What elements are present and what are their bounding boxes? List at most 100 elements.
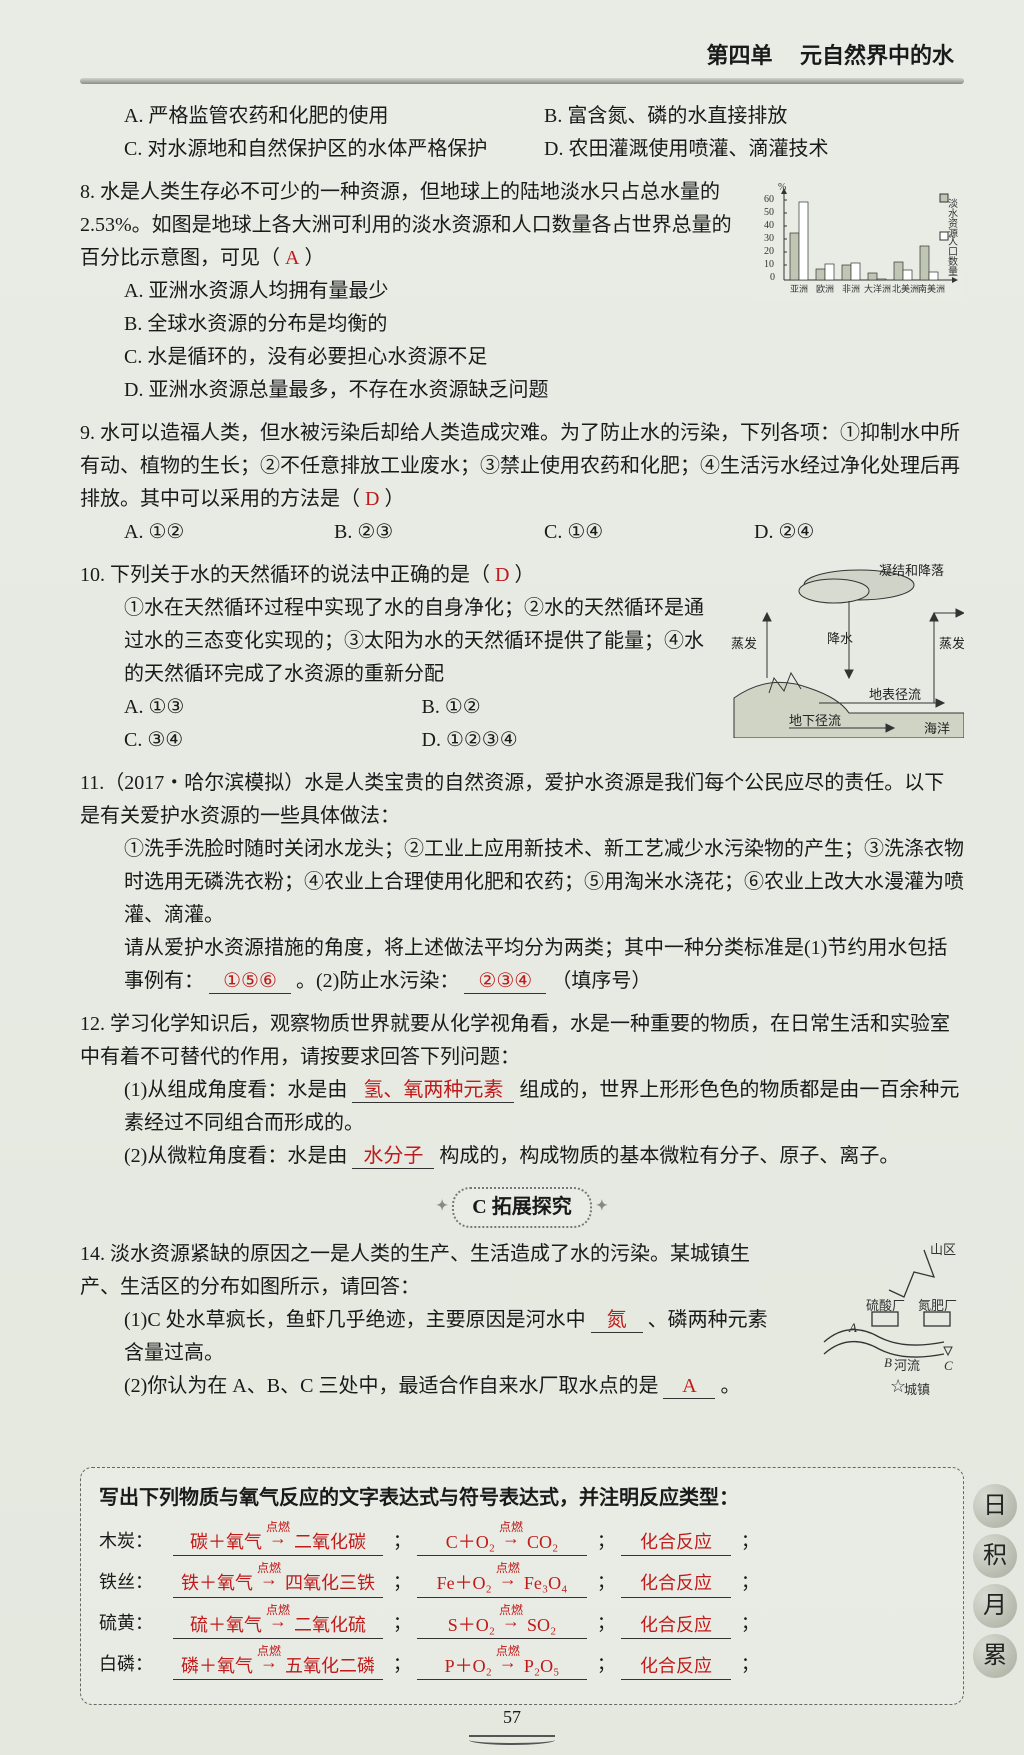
q8-opt-d: D. 亚洲水资源总量最多，不存在水资源缺乏问题: [80, 374, 964, 407]
svg-text:地下径流: 地下径流: [789, 713, 841, 728]
q14: 山区 硫酸厂 氮肥厂 A B 河流 C 城镇 ☆ 14. 淡水资源紧缺的原因之一…: [80, 1238, 964, 1419]
svg-text:凝结和降落: 凝结和降落: [879, 563, 944, 578]
q12-stem: 12. 学习化学知识后，观察物质世界就要从化学视角看，水是一种重要的物质，在日常…: [80, 1008, 964, 1074]
q14-blank2: A: [663, 1374, 715, 1399]
circ-1: 日: [973, 1484, 1017, 1528]
section-c-badge: C 拓展探究: [452, 1187, 591, 1228]
svg-text:B: B: [884, 1355, 892, 1370]
accum-row: 硫黄：硫＋氧气点燃二氧化硫；S＋O₂点燃SO₂；化合反应；: [99, 1604, 945, 1639]
q11-stem: 11.（2017・哈尔滨模拟）水是人类宝贵的自然资源，爱护水资源是我们每个公民应…: [80, 767, 964, 833]
q14-map: 山区 硫酸厂 氮肥厂 A B 河流 C 城镇 ☆: [794, 1242, 964, 1413]
accum-rows: 木炭：碳＋氧气点燃二氧化碳；C＋O₂点燃CO₂；化合反应；铁丝：铁＋氧气点燃四氧…: [99, 1521, 945, 1680]
bar-chart-svg: % 60 50 40 30 20 10 0: [754, 180, 964, 300]
q9-opt-d: D. ②④: [754, 516, 964, 549]
svg-text:南美洲: 南美洲: [918, 283, 945, 294]
q7-opt-b: B. 富含氮、磷的水直接排放: [544, 100, 964, 133]
svg-text:C: C: [944, 1358, 953, 1373]
q11: 11.（2017・哈尔滨模拟）水是人类宝贵的自然资源，爱护水资源是我们每个公民应…: [80, 767, 964, 998]
q14-blank1: 氮: [591, 1308, 643, 1333]
q8-opt-b: B. 全球水资源的分布是均衡的: [80, 308, 964, 341]
q10-opt-c: C. ③④: [124, 724, 422, 757]
svg-text:0: 0: [770, 272, 775, 283]
circ-4: 累: [973, 1634, 1017, 1678]
bars-asia: [790, 202, 808, 280]
svg-text:30: 30: [764, 233, 774, 244]
q7-opt-c: C. 对水源地和自然保护区的水体严格保护: [124, 133, 544, 166]
q12-blank1: 氢、氧两种元素: [352, 1078, 514, 1103]
q8-stem-tail: ）: [304, 247, 324, 269]
svg-text:蒸发: 蒸发: [939, 636, 964, 651]
svg-text:山区: 山区: [930, 1242, 956, 1257]
q7-options: A. 严格监管农药和化肥的使用 B. 富含氮、磷的水直接排放 C. 对水源地和自…: [80, 100, 964, 166]
svg-text:蒸发: 蒸发: [731, 636, 757, 651]
svg-text:氮肥厂: 氮肥厂: [918, 1298, 957, 1313]
svg-text:50: 50: [764, 207, 774, 218]
svg-text:欧洲: 欧洲: [816, 283, 834, 294]
svg-text:河流: 河流: [894, 1358, 920, 1373]
unit-header: 第四单 元自然界中的水: [80, 38, 964, 74]
q7-opt-a: A. 严格监管农药和化肥的使用: [124, 100, 544, 133]
q9-answer: D: [365, 488, 379, 510]
bars-sam: [920, 246, 938, 280]
q9-opt-c: C. ①④: [544, 516, 754, 549]
q11-ask: 请从爱护水资源措施的角度，将上述做法平均分为两类；其中一种分类标准是(1)节约用…: [80, 932, 964, 998]
accumulation-box: 日 积 月 累 写出下列物质与氧气反应的文字表达式与符号表达式，并注明反应类型：…: [80, 1467, 964, 1705]
bars-eur: [816, 264, 834, 280]
q8-stem: 8. 水是人类生存必不可少的一种资源，但地球上的陆地淡水只占总水量的 2.53%…: [80, 181, 732, 269]
svg-text:A: A: [848, 1320, 857, 1335]
svg-text:40: 40: [764, 220, 774, 231]
q9: 9. 水可以造福人类，但水被污染后却给人类造成灾难。为了防止水的污染，下列各项：…: [80, 417, 964, 549]
svg-text:60: 60: [764, 194, 774, 205]
unit-prefix: 第四单: [706, 43, 772, 68]
q8-answer: A: [285, 247, 299, 269]
svg-text:北美洲: 北美洲: [892, 283, 919, 294]
q10-answer: D: [495, 564, 509, 586]
q9-stem-tail: ）: [384, 488, 404, 510]
q9-options: A. ①② B. ②③ C. ①④ D. ②④: [80, 516, 964, 549]
svg-text:☆: ☆: [890, 1376, 906, 1396]
svg-text:城镇: 城镇: [904, 1382, 930, 1397]
q12-p2: (2)从微粒角度看：水是由 水分子 构成的，构成物质的基本微粒有分子、原子、离子…: [80, 1140, 964, 1173]
svg-text:亚洲: 亚洲: [790, 284, 808, 294]
circ-2: 积: [973, 1534, 1017, 1578]
q10-opt-a: A. ①③: [124, 691, 422, 724]
header-rule: [80, 78, 964, 84]
bars-nam: [894, 262, 912, 280]
q12-p1: (1)从组成角度看：水是由 氢、氧两种元素 组成的，世界上形形色色的物质都是由一…: [80, 1074, 964, 1140]
accum-row: 木炭：碳＋氧气点燃二氧化碳；C＋O₂点燃CO₂；化合反应；: [99, 1521, 945, 1556]
accum-title: 写出下列物质与氧气反应的文字表达式与符号表达式，并注明反应类型：: [99, 1482, 945, 1515]
unit-title: 元自然界中的水: [800, 43, 954, 68]
svg-text:大洋洲: 大洋洲: [864, 283, 891, 294]
q9-stem: 9. 水可以造福人类，但水被污染后却给人类造成灾难。为了防止水的污染，下列各项：…: [80, 422, 960, 510]
svg-text:海洋: 海洋: [924, 721, 950, 736]
q10-stem-tail: ）: [514, 564, 534, 586]
q12: 12. 学习化学知识后，观察物质世界就要从化学视角看，水是一种重要的物质，在日常…: [80, 1008, 964, 1173]
svg-text:人口数量: 人口数量: [946, 236, 958, 276]
section-c-title: C 拓展探究: [80, 1187, 964, 1228]
water-cycle-figure: 凝结和降落 蒸发 降水 蒸发 地表径流 地下径流 海洋: [729, 563, 964, 749]
q8-opt-c: C. 水是循环的，没有必要担心水资源不足: [80, 341, 964, 374]
svg-text:10: 10: [764, 259, 774, 270]
svg-text:降水: 降水: [827, 631, 853, 646]
q11-blank2: ②③④: [464, 969, 546, 994]
q9-opt-b: B. ②③: [334, 516, 544, 549]
svg-text:硫酸厂: 硫酸厂: [866, 1298, 905, 1313]
q8: % 60 50 40 30 20 10 0: [80, 176, 964, 407]
q11-blank1: ①⑤⑥: [209, 969, 291, 994]
svg-text:20: 20: [764, 246, 774, 257]
circ-3: 月: [973, 1584, 1017, 1628]
svg-text:淡水资源: 淡水资源: [946, 198, 958, 239]
q10-opt-b: B. ①②: [422, 691, 720, 724]
page-number: 57: [0, 1703, 1024, 1737]
q10-opt-d: D. ①②③④: [422, 724, 720, 757]
accum-circles: 日 积 月 累: [973, 1478, 1017, 1684]
q12-blank2: 水分子: [352, 1144, 434, 1169]
q11-body: ①洗手洗脸时随时关闭水龙头；②工业上应用新技术、新工艺减少水污染物的产生；③洗涤…: [80, 833, 964, 932]
q9-opt-a: A. ①②: [124, 516, 334, 549]
accum-row: 白磷：磷＋氧气点燃五氧化二磷；P＋O₂点燃P₂O₅；化合反应；: [99, 1645, 945, 1680]
q7-opt-d: D. 农田灌溉使用喷灌、滴灌技术: [544, 133, 964, 166]
svg-text:地表径流: 地表径流: [869, 687, 921, 702]
q8-chart: % 60 50 40 30 20 10 0: [754, 180, 964, 311]
q10-options: A. ①③ B. ①② C. ③④ D. ①②③④: [80, 691, 719, 757]
q10-stem: 10. 下列关于水的天然循环的说法中正确的是（: [80, 564, 490, 586]
